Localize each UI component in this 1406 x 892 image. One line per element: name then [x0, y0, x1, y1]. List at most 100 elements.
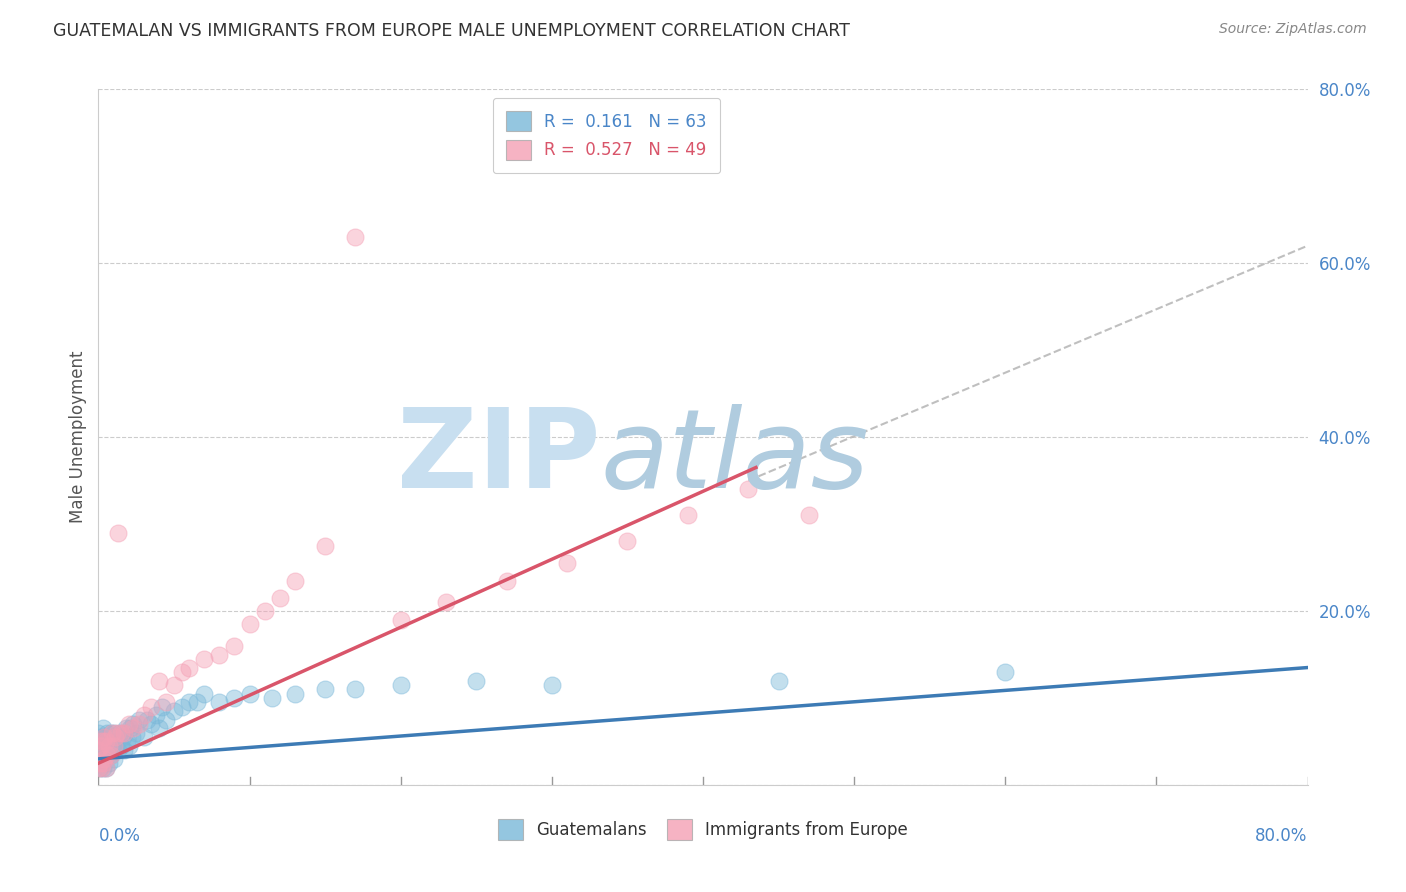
Text: atlas: atlas [600, 404, 869, 511]
Point [179, 660, 201, 674]
Point [284, 687, 307, 701]
Point [145, 708, 167, 723]
Point [208, 648, 231, 662]
Point [555, 556, 578, 570]
Point [121, 730, 143, 744]
Point [118, 717, 141, 731]
Point [87, 760, 110, 774]
Text: 80.0%: 80.0% [1256, 827, 1308, 845]
Point [90, 739, 112, 753]
Point [186, 695, 208, 709]
Point [110, 726, 132, 740]
Point [87, 743, 110, 757]
Point [170, 699, 193, 714]
Point [107, 743, 129, 757]
Point [768, 673, 790, 688]
Point [122, 722, 145, 736]
Point [94, 760, 117, 774]
Point [108, 726, 131, 740]
Point [155, 695, 177, 709]
Point [163, 678, 186, 692]
Point [540, 678, 562, 692]
Point [224, 639, 246, 653]
Point [115, 734, 138, 748]
Point [96, 747, 118, 762]
Point [122, 717, 145, 731]
Point [994, 665, 1017, 679]
Point [344, 682, 367, 697]
Point [112, 743, 135, 757]
Point [150, 699, 173, 714]
Point [93, 752, 115, 766]
Point [87, 739, 110, 753]
Text: Source: ZipAtlas.com: Source: ZipAtlas.com [1219, 22, 1367, 37]
Legend: Guatemalans, Immigrants from Europe: Guatemalans, Immigrants from Europe [491, 813, 915, 847]
Point [89, 756, 111, 771]
Point [93, 730, 115, 744]
Point [96, 747, 118, 762]
Point [253, 604, 276, 618]
Point [269, 591, 291, 605]
Point [98, 739, 121, 753]
Point [141, 699, 163, 714]
Point [94, 734, 117, 748]
Point [98, 734, 121, 748]
Point [89, 730, 111, 744]
Point [208, 695, 231, 709]
Point [91, 760, 114, 774]
Point [100, 747, 122, 762]
Point [224, 690, 246, 705]
Point [120, 722, 142, 736]
Point [193, 652, 215, 666]
Y-axis label: Male Unemployment: Male Unemployment [69, 351, 87, 524]
Point [170, 665, 193, 679]
Point [103, 752, 125, 766]
Point [103, 726, 125, 740]
Point [737, 482, 759, 496]
Point [616, 534, 638, 549]
Point [93, 730, 115, 744]
Point [105, 726, 128, 740]
Point [676, 508, 699, 523]
Text: GUATEMALAN VS IMMIGRANTS FROM EUROPE MALE UNEMPLOYMENT CORRELATION CHART: GUATEMALAN VS IMMIGRANTS FROM EUROPE MAL… [53, 22, 851, 40]
Point [262, 690, 284, 705]
Point [148, 673, 170, 688]
Point [111, 730, 134, 744]
Point [132, 730, 155, 744]
Point [90, 752, 112, 766]
Point [87, 756, 110, 771]
Point [344, 230, 367, 244]
Point [105, 734, 128, 748]
Point [193, 687, 215, 701]
Text: 0.0%: 0.0% [98, 827, 141, 845]
Point [465, 673, 488, 688]
Point [389, 678, 412, 692]
Point [98, 756, 121, 771]
Point [101, 726, 124, 740]
Point [128, 717, 150, 731]
Point [239, 617, 262, 632]
Point [91, 756, 114, 771]
Point [100, 747, 122, 762]
Point [89, 734, 111, 748]
Point [90, 734, 112, 748]
Point [284, 574, 307, 588]
Point [103, 739, 125, 753]
Point [91, 743, 114, 757]
Point [93, 752, 115, 766]
Text: ZIP: ZIP [396, 404, 600, 511]
Point [94, 734, 117, 748]
Point [128, 713, 150, 727]
Point [94, 760, 117, 774]
Point [104, 743, 127, 757]
Point [101, 739, 124, 753]
Point [91, 734, 114, 748]
Point [100, 726, 122, 740]
Point [389, 613, 412, 627]
Point [118, 739, 141, 753]
Point [135, 713, 157, 727]
Point [96, 726, 118, 740]
Point [125, 726, 148, 740]
Point [314, 539, 336, 553]
Point [155, 713, 177, 727]
